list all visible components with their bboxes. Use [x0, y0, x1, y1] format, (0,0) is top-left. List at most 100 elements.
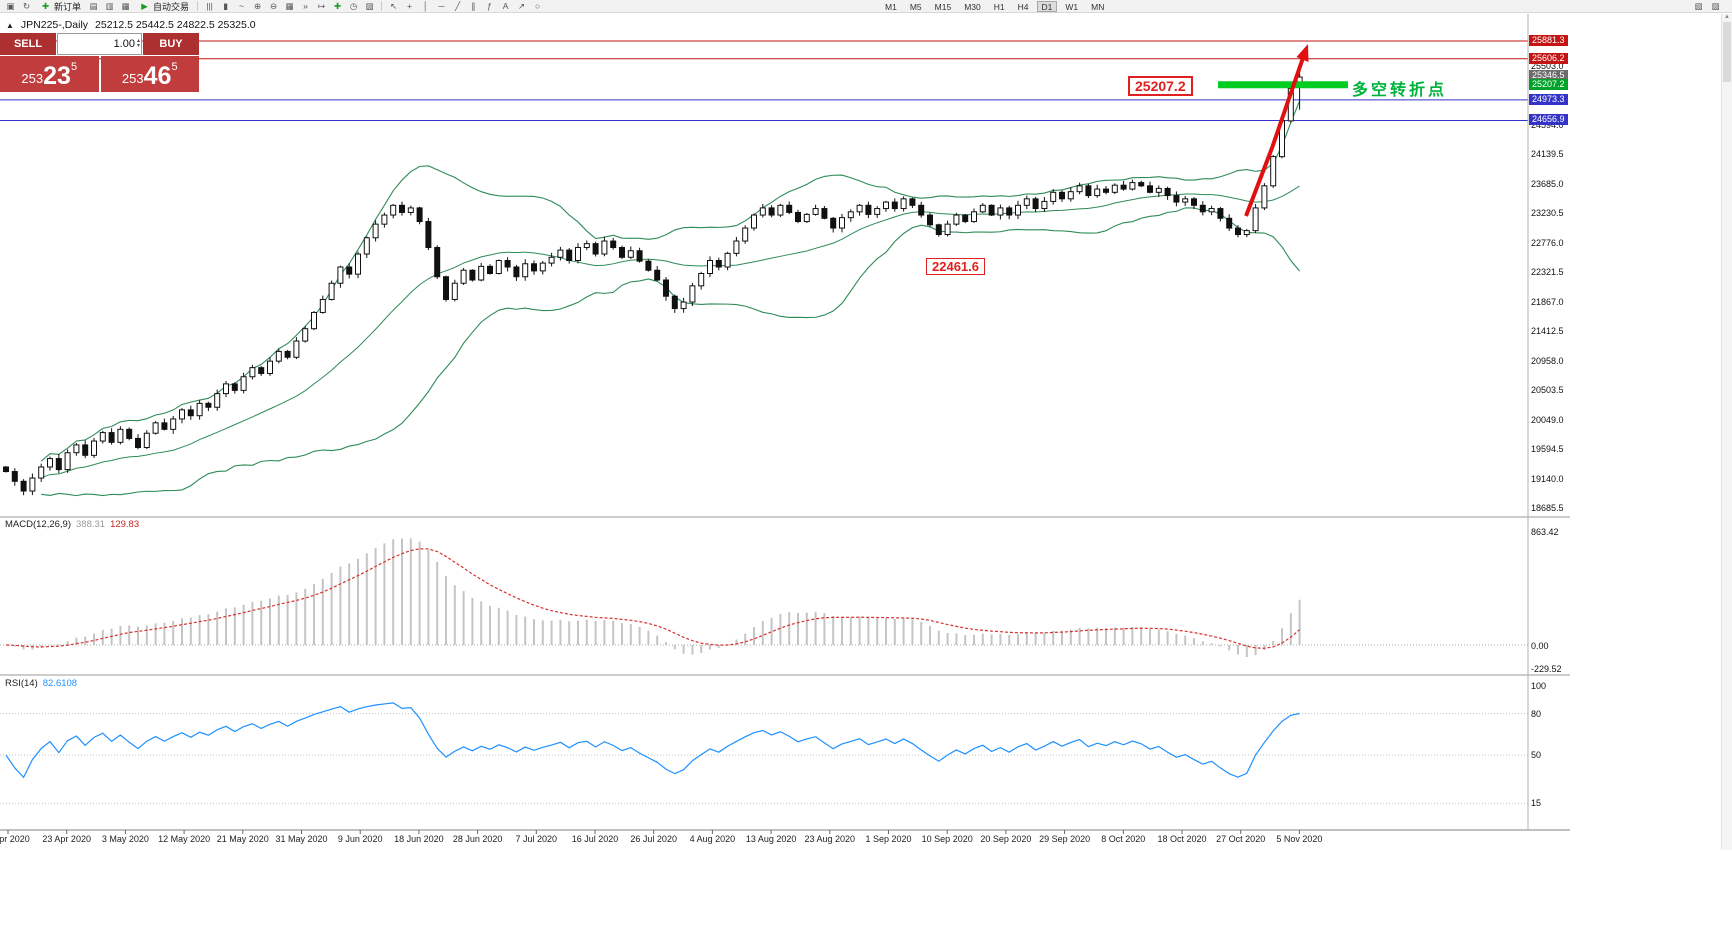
macd-axis-label: -229.52	[1531, 664, 1562, 674]
rsi-indicator-label: RSI(14) 82.6108	[5, 678, 77, 689]
channel-icon[interactable]: ∥	[471, 0, 476, 11]
date-axis-label: 10 Sep 2020	[921, 834, 973, 844]
refresh-icon[interactable]: ↻	[22, 0, 31, 11]
sell-button[interactable]: SELL	[0, 33, 56, 55]
ask-price[interactable]: 253 46 5	[100, 56, 199, 92]
scrollbar-thumb[interactable]	[1723, 22, 1731, 82]
volume-input[interactable]: 1.00 ▴ ▾	[57, 33, 142, 55]
symbol-title: JPN225-,Daily	[20, 19, 89, 31]
scroll-up-icon[interactable]: ▲	[1724, 14, 1730, 20]
navigator-icon[interactable]: ▦	[121, 0, 130, 11]
auto-trading-play-icon: ▶	[141, 0, 148, 11]
buy-button[interactable]: BUY	[143, 33, 199, 55]
price-axis-label: 19140.0	[1531, 473, 1564, 484]
price-axis-label: 20503.5	[1531, 385, 1564, 396]
timeframe-d1-button[interactable]: D1	[1036, 0, 1058, 12]
date-axis-label: 27 Oct 2020	[1216, 834, 1266, 844]
bid-decimal: 5	[70, 61, 78, 73]
market-watch-icon[interactable]: ▤	[89, 0, 98, 11]
rsi-name: RSI(14)	[5, 678, 38, 689]
vertical-line-icon[interactable]: │	[422, 1, 429, 11]
date-axis-label: 21 May 2020	[216, 834, 269, 844]
trendline-icon[interactable]: ╱	[454, 0, 461, 11]
volume-up-icon[interactable]: ▴	[136, 38, 140, 44]
price-annotation-mid-level[interactable]: 22461.6	[926, 258, 985, 275]
trade-panel-price-row: 253 23 5 253 46 5	[0, 56, 199, 92]
horizontal-line-icon[interactable]: ─	[438, 1, 445, 11]
price-line-label: 24656.9	[1529, 114, 1568, 126]
date-axis-label: 13 Aug 2020	[745, 834, 797, 844]
bid-big-digits: 23	[43, 62, 71, 90]
bid-price[interactable]: 253 23 5	[0, 56, 99, 92]
timeframe-m15-button[interactable]: M15	[930, 1, 957, 12]
new-order-icon: ✚	[41, 0, 50, 11]
crosshair-icon[interactable]: +	[407, 1, 413, 11]
price-axis-label: 21867.0	[1531, 296, 1564, 307]
chart-list-icon[interactable]: ▧	[1694, 0, 1703, 11]
volume-stepper[interactable]: ▴ ▾	[136, 38, 140, 49]
chart-shift-icon[interactable]: ↦	[317, 0, 326, 11]
fibonacci-icon[interactable]: ƒ	[487, 1, 492, 11]
date-axis-label: 29 Sep 2020	[1039, 834, 1091, 844]
tile-windows-icon[interactable]: ▦	[285, 0, 294, 11]
cursor-icon[interactable]: ↖	[389, 0, 398, 11]
timeframe-m1-button[interactable]: M1	[880, 1, 902, 12]
price-axis-label: 24139.5	[1531, 149, 1564, 160]
timeframe-m30-button[interactable]: M30	[959, 1, 986, 12]
turning-point-note-text[interactable]: 多空转折点	[1352, 82, 1448, 99]
date-axis-label: 16 Jul 2020	[571, 834, 619, 844]
volume-value[interactable]: 1.00	[113, 38, 135, 50]
date-axis-label: 28 Jun 2020	[452, 834, 503, 844]
timeframe-h4-button[interactable]: H4	[1013, 1, 1034, 12]
price-axis-label: 21412.5	[1531, 326, 1564, 337]
auto-scroll-icon[interactable]: »	[303, 1, 308, 11]
price-line-label: 25606.2	[1529, 52, 1568, 64]
chart-symbol-header: ▲ JPN225-,Daily 25212.5 25442.5 24822.5 …	[6, 19, 256, 31]
docking-icon[interactable]: ▨	[1711, 0, 1720, 11]
timeframe-m5-button[interactable]: M5	[905, 1, 927, 12]
date-axis-label: 23 Aug 2020	[804, 834, 856, 844]
price-annotation-turning-point[interactable]: 25207.2	[1128, 76, 1193, 96]
line-chart-icon[interactable]: ~	[239, 1, 245, 11]
ohlc-bars-icon[interactable]: |||	[206, 1, 213, 11]
volume-down-icon[interactable]: ▾	[136, 43, 140, 49]
templates-icon[interactable]: ▨	[365, 0, 374, 11]
timeframe-h1-button[interactable]: H1	[989, 1, 1010, 12]
toolbar-right-group: ▧ ▨	[1692, 1, 1728, 12]
period-icon[interactable]: ◷	[349, 0, 358, 11]
date-axis-label: 8 Oct 2020	[1101, 834, 1146, 844]
date-axis-label: 23 Apr 2020	[42, 834, 91, 844]
price-axis-label: 22321.5	[1531, 267, 1564, 278]
macd-axis-label: 863.42	[1531, 527, 1559, 537]
date-axis-label: 1 Sep 2020	[865, 834, 912, 844]
text-icon[interactable]: A	[502, 1, 509, 11]
price-axis-label: 23685.0	[1531, 178, 1564, 189]
ask-decimal: 5	[171, 61, 178, 73]
price-axis-label: 20958.0	[1531, 355, 1564, 366]
date-axis-label: 12 May 2020	[158, 834, 211, 844]
rsi-axis-label: 100	[1531, 681, 1547, 691]
indicators-icon[interactable]: ✚	[333, 0, 342, 11]
timeframe-mn-button[interactable]: MN	[1086, 1, 1109, 12]
price-axis-label: 23230.5	[1531, 208, 1564, 219]
new-order-label: 新订单	[54, 1, 82, 12]
price-axis-label: 20049.0	[1531, 414, 1564, 425]
vertical-scrollbar[interactable]: ▲	[1721, 14, 1732, 850]
arrow-icon[interactable]: ↗	[517, 0, 526, 11]
trade-panel-top-row: SELL 1.00 ▴ ▾ BUY	[0, 33, 199, 55]
macd-name: MACD(12,26,9)	[5, 519, 71, 530]
date-axis-label: 26 Jul 2020	[630, 834, 677, 844]
timeframe-w1-button[interactable]: W1	[1060, 1, 1083, 12]
zoom-in-icon[interactable]: ⊕	[253, 0, 262, 11]
auto-trading-button[interactable]: ▶ 自动交易	[135, 0, 192, 12]
window-icon[interactable]: ▣	[6, 0, 15, 11]
zoom-out-icon[interactable]: ⊖	[269, 0, 278, 11]
toolbar-separator	[381, 1, 383, 11]
price-axis-label: 22776.0	[1531, 237, 1564, 248]
rsi-value: 82.6108	[42, 678, 78, 689]
shapes-icon[interactable]: ○	[534, 1, 541, 11]
new-order-button[interactable]: ✚ 新订单	[36, 0, 84, 12]
candlestick-icon[interactable]: ▮	[223, 0, 228, 11]
data-window-icon[interactable]: ▥	[105, 0, 114, 11]
